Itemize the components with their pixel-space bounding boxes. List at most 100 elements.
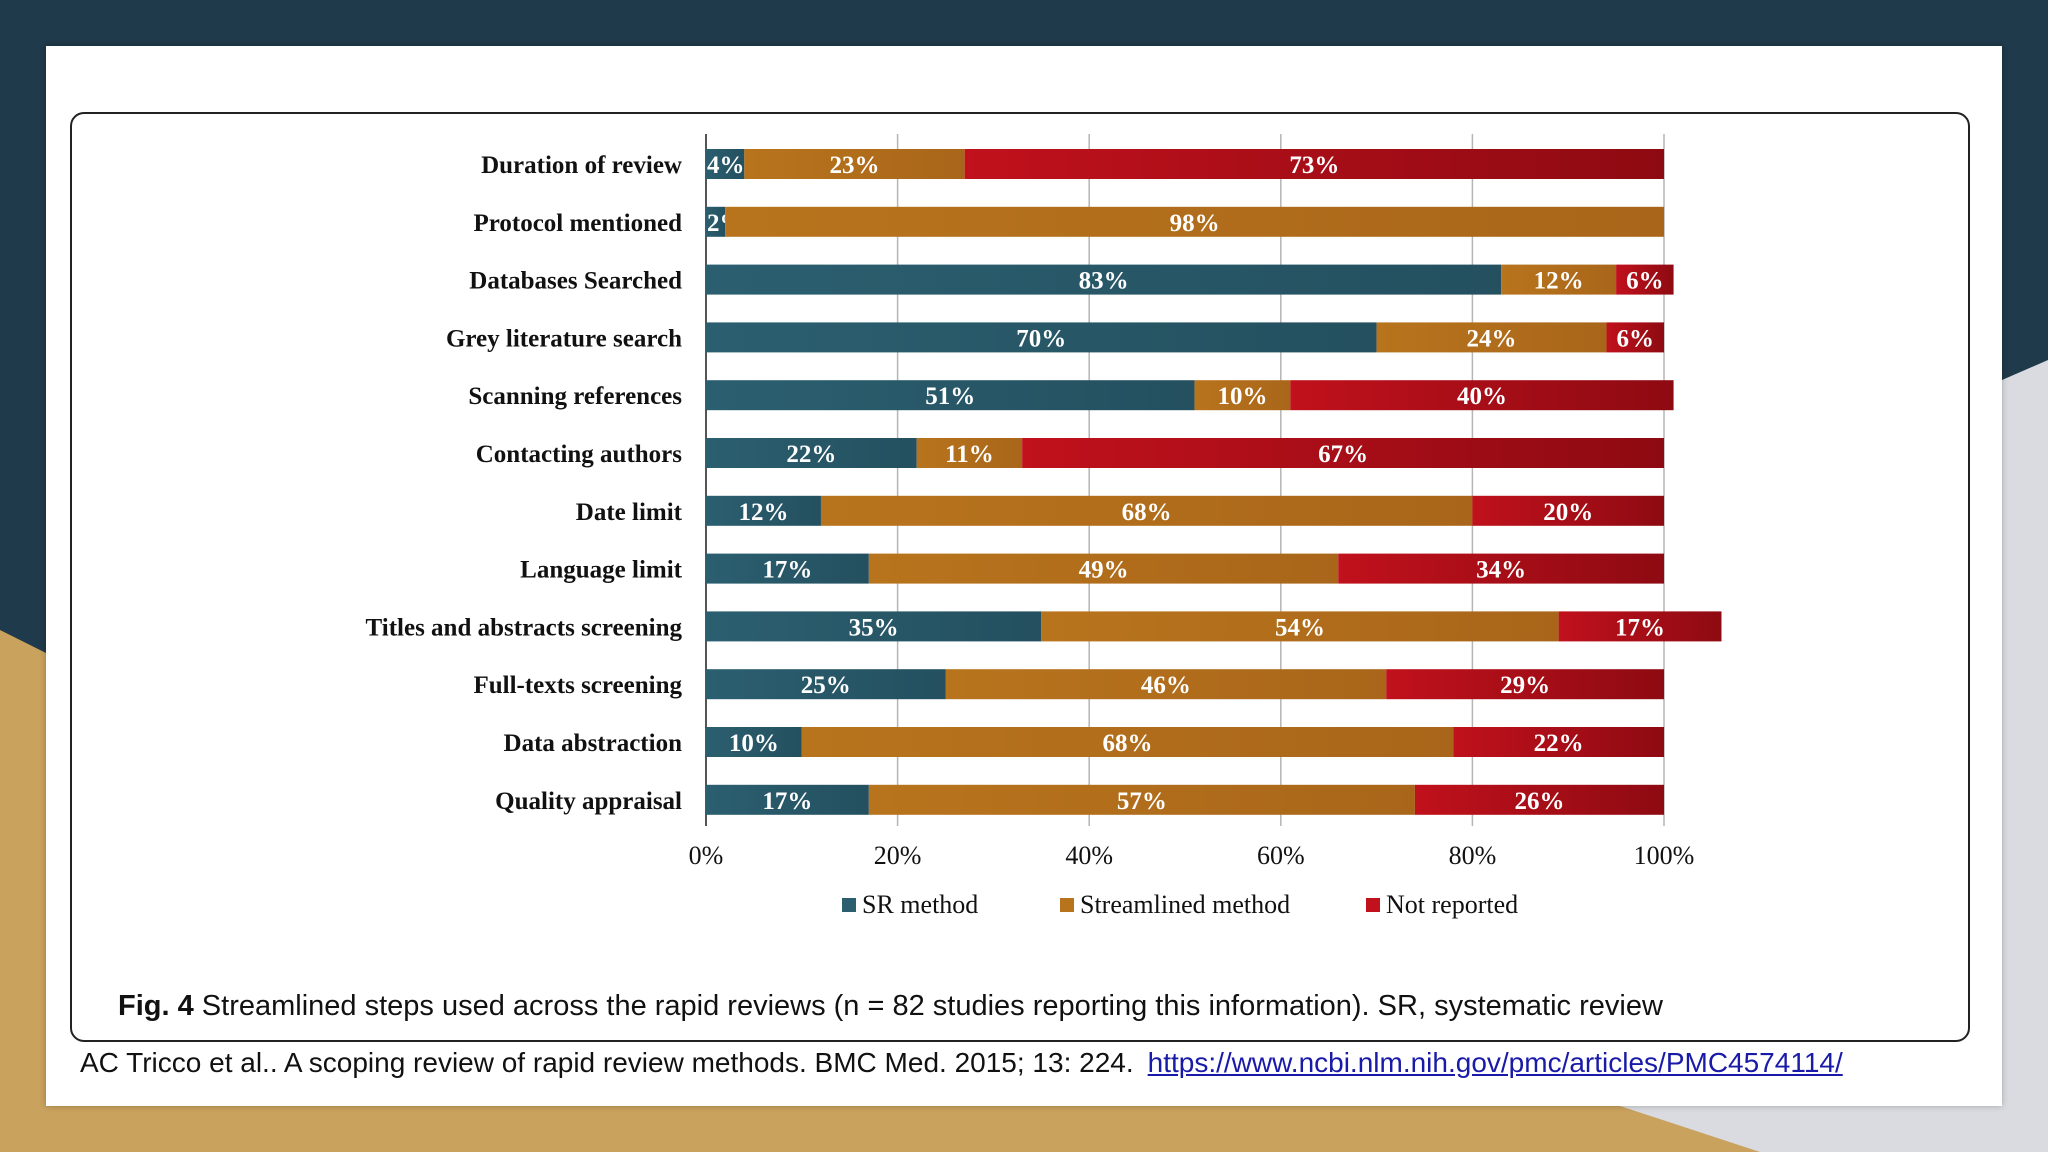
- data-label: 34%: [1476, 557, 1526, 584]
- category-label: Scanning references: [468, 383, 682, 410]
- x-tick-label: 80%: [1449, 841, 1497, 870]
- data-label: 35%: [849, 614, 899, 641]
- category-label: Contacting authors: [476, 441, 683, 468]
- data-label: 49%: [1079, 557, 1129, 584]
- bar-segment: [1414, 784, 1664, 815]
- bar-segment: [1022, 438, 1664, 468]
- figure-caption-text: Streamlined steps used across the rapid …: [201, 990, 1663, 1022]
- citation: AC Tricco et al.. A scoping review of ra…: [80, 1047, 1843, 1079]
- data-label: 54%: [1275, 614, 1325, 641]
- data-label: 6%: [1617, 325, 1655, 352]
- bar-segment: [725, 206, 1664, 237]
- category-label: Titles and abstracts screening: [366, 614, 683, 641]
- bar-segment: [706, 784, 869, 815]
- bar-segment: [1041, 611, 1559, 642]
- x-tick-label: 20%: [874, 841, 922, 870]
- x-tick-label: 60%: [1257, 841, 1305, 870]
- legend-label: Streamlined method: [1080, 890, 1290, 919]
- figure-caption: Fig. 4 Streamlined steps used across the…: [118, 990, 1663, 1023]
- category-label: Date limit: [576, 499, 683, 526]
- data-label: 24%: [1467, 325, 1517, 352]
- data-label: 22%: [1534, 730, 1584, 757]
- data-label: 10%: [1217, 383, 1267, 410]
- legend-label: Not reported: [1386, 890, 1518, 919]
- bar-segment: [1338, 553, 1664, 584]
- bar-segment: [964, 149, 1664, 179]
- bar-segment: [706, 669, 946, 700]
- data-label: 98%: [1170, 210, 1220, 237]
- data-label: 20%: [1543, 499, 1593, 526]
- bar-segment: [706, 495, 821, 526]
- category-label: Language limit: [520, 557, 682, 584]
- bar-segment: [916, 438, 1023, 468]
- category-label: Grey literature search: [446, 325, 682, 352]
- data-label: 23%: [829, 152, 879, 179]
- bar-segment: [706, 206, 726, 237]
- category-label: Full-texts screening: [473, 672, 682, 699]
- citation-text: AC Tricco et al.. A scoping review of ra…: [80, 1047, 1134, 1078]
- bar-segment: [706, 264, 1502, 295]
- category-label: Duration of review: [481, 152, 682, 179]
- data-label: 46%: [1141, 672, 1191, 699]
- data-label: 25%: [801, 672, 851, 699]
- data-label: 6%: [1626, 268, 1664, 295]
- data-label: 40%: [1457, 383, 1507, 410]
- bar-segment: [706, 149, 745, 179]
- data-label: 17%: [762, 788, 812, 815]
- bar-segment: [1386, 669, 1664, 700]
- legend-swatch: [842, 898, 856, 912]
- bar-segment: [706, 322, 1377, 353]
- data-label: 51%: [925, 383, 975, 410]
- bar-segment: [868, 553, 1339, 584]
- category-label: Databases Searched: [469, 268, 682, 295]
- bar-segment: [744, 149, 965, 179]
- bar-segment: [1290, 380, 1674, 411]
- figure-caption-label: Fig. 4: [118, 990, 194, 1022]
- bar-segment: [1376, 322, 1607, 353]
- bar-segment: [1194, 380, 1291, 411]
- bar-segment: [706, 438, 917, 468]
- bar-segment: [820, 495, 1473, 526]
- data-label: 12%: [1534, 268, 1584, 295]
- x-tick-label: 0%: [689, 841, 724, 870]
- data-label: 10%: [729, 730, 779, 757]
- bar-segment: [706, 611, 1042, 642]
- data-label: 12%: [738, 499, 788, 526]
- bar-segment: [1606, 322, 1664, 353]
- legend-label: SR method: [862, 890, 978, 919]
- data-label: 83%: [1079, 268, 1129, 295]
- bar-segment: [1501, 264, 1617, 295]
- data-label: 22%: [786, 441, 836, 468]
- data-label: 57%: [1117, 788, 1167, 815]
- legend-swatch: [1060, 898, 1074, 912]
- data-label: 17%: [1615, 614, 1665, 641]
- category-label: Protocol mentioned: [473, 210, 682, 237]
- x-tick-label: 100%: [1634, 841, 1695, 870]
- data-label: 70%: [1016, 325, 1066, 352]
- bar-segment: [801, 727, 1454, 757]
- x-tick-label: 40%: [1065, 841, 1113, 870]
- bar-segment: [706, 553, 869, 584]
- data-label: 11%: [945, 441, 994, 468]
- bar-segment: [1472, 495, 1664, 526]
- data-label: 67%: [1318, 441, 1368, 468]
- data-label: 29%: [1500, 672, 1550, 699]
- bar-segment: [706, 727, 802, 757]
- data-label: 68%: [1122, 499, 1172, 526]
- stacked-bar-chart: 0% 20% 40% 60% 80% 100% Duration of review 4% 23…: [366, 134, 1722, 919]
- data-label: 73%: [1289, 152, 1339, 179]
- figure-box: 0% 20% 40% 60% 80% 100% Duration of review 4% 23…: [70, 112, 1970, 1042]
- category-label: Data abstraction: [504, 730, 683, 757]
- citation-link[interactable]: https://www.ncbi.nlm.nih.gov/pmc/article…: [1147, 1047, 1843, 1078]
- slide: 0% 20% 40% 60% 80% 100% Duration of review 4% 23…: [46, 46, 2002, 1106]
- data-label: 4%: [707, 152, 745, 179]
- category-label: Quality appraisal: [495, 788, 682, 815]
- bar-segment: [868, 784, 1415, 815]
- bar-segment: [945, 669, 1387, 700]
- bar-segment: [706, 380, 1195, 411]
- bar-segment: [1558, 611, 1722, 642]
- data-label: 26%: [1514, 788, 1564, 815]
- legend-swatch: [1366, 898, 1380, 912]
- data-label: 17%: [762, 557, 812, 584]
- data-label: 68%: [1103, 730, 1153, 757]
